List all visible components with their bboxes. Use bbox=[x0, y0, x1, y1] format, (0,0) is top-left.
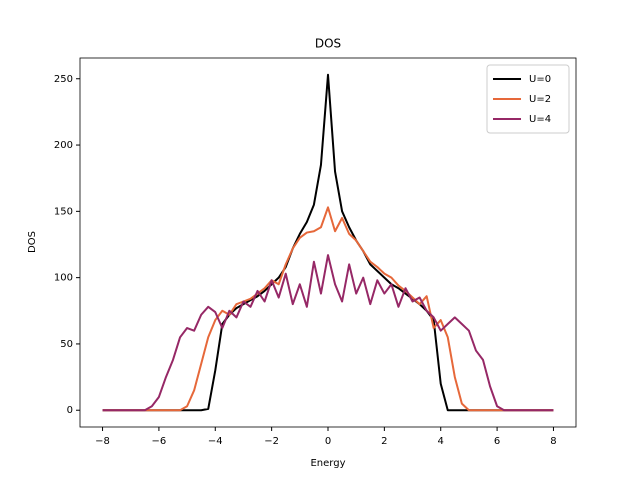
x-tick-label: −4 bbox=[208, 436, 223, 447]
x-tick-label: 6 bbox=[494, 436, 500, 447]
x-tick-label: 2 bbox=[381, 436, 387, 447]
x-tick-label: 8 bbox=[550, 436, 556, 447]
chart-title: DOS bbox=[315, 37, 341, 51]
x-tick-label: −2 bbox=[264, 436, 279, 447]
y-tick-label: 50 bbox=[60, 339, 73, 350]
x-tick-label: −6 bbox=[152, 436, 167, 447]
x-axis-label: Energy bbox=[310, 458, 345, 469]
y-tick-label: 0 bbox=[67, 405, 73, 416]
y-tick-label: 150 bbox=[54, 206, 73, 217]
y-tick-label: 200 bbox=[54, 140, 73, 151]
legend-label: U=4 bbox=[529, 114, 551, 125]
line bbox=[102, 206, 554, 412]
x-tick-label: −8 bbox=[95, 436, 110, 447]
line bbox=[102, 254, 554, 412]
legend-label: U=2 bbox=[529, 94, 551, 105]
y-tick-label: 250 bbox=[54, 74, 73, 85]
y-tick-label: 100 bbox=[54, 273, 73, 284]
y-axis-label: DOS bbox=[27, 231, 38, 253]
legend-box bbox=[486, 64, 570, 134]
x-tick-label: 0 bbox=[325, 436, 331, 447]
axes-frame bbox=[79, 57, 577, 428]
x-tick-label: 4 bbox=[438, 436, 444, 447]
legend-label: U=0 bbox=[529, 74, 551, 85]
